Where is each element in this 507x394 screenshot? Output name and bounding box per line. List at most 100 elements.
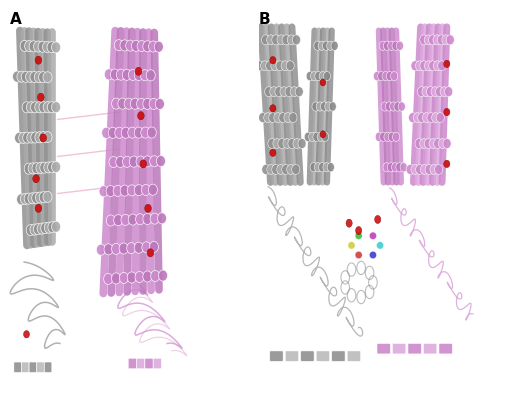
Ellipse shape: [322, 41, 330, 50]
Ellipse shape: [41, 223, 50, 234]
Ellipse shape: [44, 162, 53, 173]
Ellipse shape: [430, 164, 438, 175]
Ellipse shape: [36, 162, 45, 173]
Ellipse shape: [143, 98, 152, 110]
Ellipse shape: [279, 113, 287, 123]
Ellipse shape: [293, 35, 301, 45]
Ellipse shape: [22, 102, 31, 113]
Ellipse shape: [270, 149, 276, 156]
Ellipse shape: [420, 139, 428, 149]
Ellipse shape: [39, 132, 48, 143]
FancyBboxPatch shape: [128, 359, 136, 369]
Ellipse shape: [120, 40, 129, 51]
Ellipse shape: [411, 61, 419, 71]
Ellipse shape: [261, 61, 269, 71]
Ellipse shape: [23, 132, 32, 143]
Ellipse shape: [32, 163, 41, 174]
Ellipse shape: [151, 270, 160, 282]
Ellipse shape: [433, 61, 442, 71]
Ellipse shape: [286, 61, 294, 71]
Ellipse shape: [346, 219, 352, 227]
Ellipse shape: [128, 69, 137, 80]
FancyBboxPatch shape: [377, 344, 390, 354]
Ellipse shape: [111, 69, 119, 80]
Ellipse shape: [314, 163, 321, 172]
Ellipse shape: [52, 162, 61, 173]
Ellipse shape: [33, 223, 43, 235]
Ellipse shape: [381, 102, 388, 111]
Ellipse shape: [425, 164, 433, 175]
Ellipse shape: [26, 225, 35, 236]
Ellipse shape: [320, 102, 328, 111]
Ellipse shape: [434, 164, 443, 175]
Ellipse shape: [104, 69, 114, 80]
Ellipse shape: [141, 127, 150, 138]
Ellipse shape: [267, 35, 275, 45]
Ellipse shape: [290, 87, 298, 97]
Ellipse shape: [269, 113, 277, 123]
Ellipse shape: [420, 164, 428, 175]
Ellipse shape: [28, 193, 37, 204]
Ellipse shape: [149, 98, 158, 110]
Ellipse shape: [33, 175, 40, 183]
Ellipse shape: [112, 243, 121, 255]
Ellipse shape: [112, 273, 121, 284]
Ellipse shape: [329, 102, 336, 111]
Ellipse shape: [327, 41, 334, 50]
Ellipse shape: [424, 35, 432, 45]
Ellipse shape: [417, 87, 425, 97]
Ellipse shape: [388, 41, 395, 50]
Ellipse shape: [385, 102, 392, 111]
Ellipse shape: [262, 35, 270, 45]
Ellipse shape: [19, 132, 28, 143]
Ellipse shape: [429, 61, 437, 71]
Ellipse shape: [266, 61, 274, 71]
FancyBboxPatch shape: [153, 359, 161, 369]
Ellipse shape: [420, 61, 428, 71]
Ellipse shape: [109, 156, 118, 167]
Ellipse shape: [355, 227, 362, 235]
Text: A: A: [10, 12, 22, 27]
Ellipse shape: [310, 163, 317, 172]
Ellipse shape: [24, 193, 33, 204]
Ellipse shape: [387, 163, 394, 172]
Ellipse shape: [295, 87, 303, 97]
Ellipse shape: [416, 164, 424, 175]
Ellipse shape: [39, 191, 48, 203]
Ellipse shape: [409, 113, 417, 123]
Ellipse shape: [43, 41, 52, 52]
Ellipse shape: [375, 132, 382, 141]
Ellipse shape: [43, 132, 52, 143]
Ellipse shape: [444, 108, 450, 116]
Ellipse shape: [318, 163, 326, 172]
Ellipse shape: [159, 270, 167, 281]
Ellipse shape: [146, 70, 155, 81]
Ellipse shape: [433, 139, 442, 149]
Ellipse shape: [143, 156, 152, 167]
Ellipse shape: [144, 204, 152, 212]
Ellipse shape: [323, 71, 331, 81]
Ellipse shape: [406, 164, 414, 175]
Ellipse shape: [268, 139, 276, 149]
Ellipse shape: [52, 42, 61, 53]
Ellipse shape: [377, 242, 384, 249]
Ellipse shape: [443, 139, 451, 149]
Ellipse shape: [319, 71, 326, 81]
Ellipse shape: [317, 132, 324, 141]
Ellipse shape: [400, 163, 407, 172]
Ellipse shape: [265, 87, 273, 97]
Ellipse shape: [275, 87, 283, 97]
Ellipse shape: [415, 139, 423, 149]
Ellipse shape: [143, 214, 152, 225]
Ellipse shape: [29, 41, 38, 52]
Ellipse shape: [158, 213, 166, 224]
Ellipse shape: [318, 41, 325, 50]
Ellipse shape: [444, 160, 450, 167]
Ellipse shape: [285, 87, 293, 97]
Ellipse shape: [150, 242, 159, 253]
Ellipse shape: [431, 87, 439, 97]
Ellipse shape: [116, 156, 125, 167]
Ellipse shape: [272, 164, 280, 175]
Ellipse shape: [282, 35, 290, 45]
Ellipse shape: [114, 215, 123, 226]
